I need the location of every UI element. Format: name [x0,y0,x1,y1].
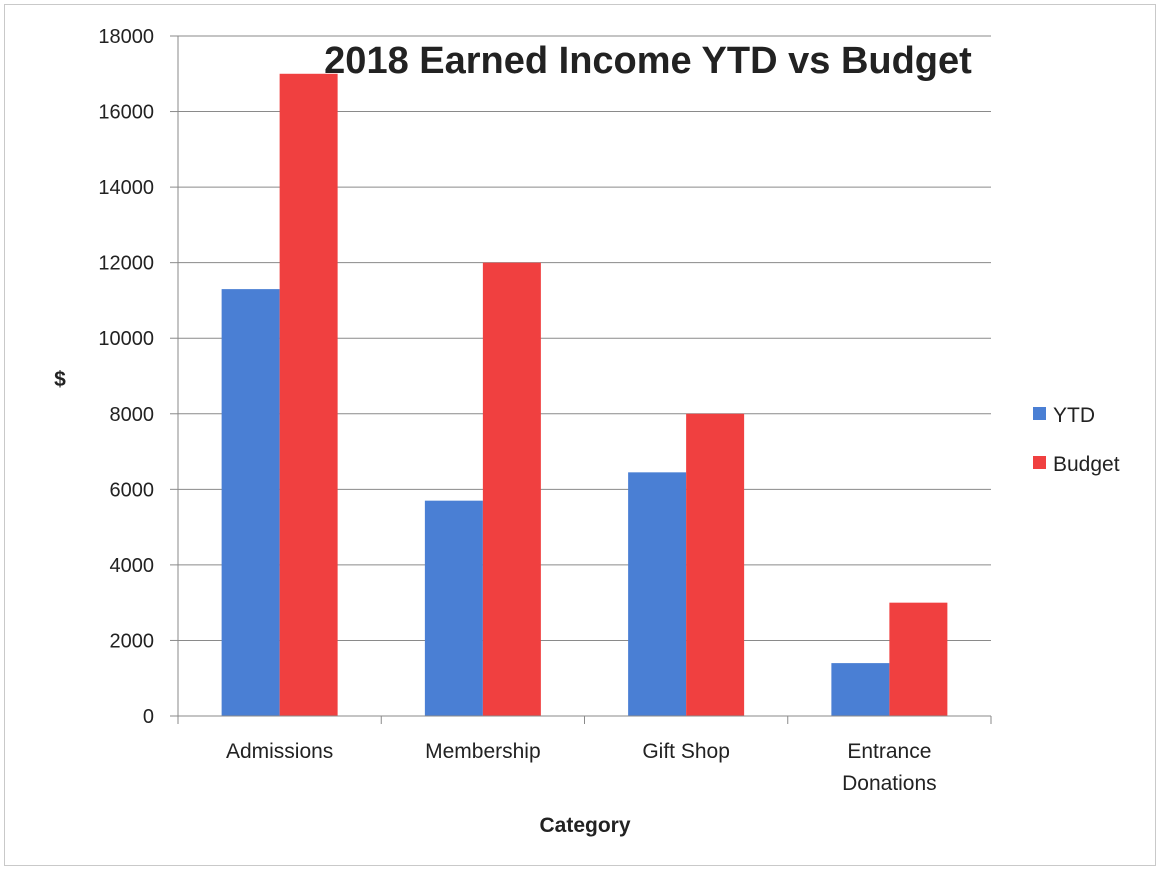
x-tick-label: Entrance Donations [842,740,937,795]
x-tick-label-line: Donations [842,772,937,795]
x-tick-label: Gift Shop [642,740,730,763]
y-tick-labels: 0 2000 4000 6000 8000 10000 12000 14000 16000 180… [98,26,154,728]
legend-label-ytd: YTD [1053,404,1095,427]
bar-ytd [628,472,687,716]
x-tick-label-line: Admissions [226,740,333,763]
x-tick-label-line: Membership [425,740,541,763]
y-axis-label: $ [54,368,66,391]
bar-budget [686,413,745,716]
y-tick-label: 8000 [110,404,155,426]
x-tick-label-line: Gift Shop [642,740,730,763]
bar-budget [279,73,338,717]
bar-budget [482,262,541,716]
chart-title: 2018 Earned Income YTD vs Budget [324,40,972,82]
y-tick-label: 16000 [98,102,154,124]
legend-label-budget: Budget [1053,453,1120,476]
bar-ytd [221,289,280,716]
x-tick-label-line: Entrance [847,740,931,763]
y-tick-label: 4000 [110,555,155,577]
bar-budget [889,602,948,716]
y-tick-label: 18000 [98,26,154,48]
axes [170,35,992,724]
y-tick-label: 12000 [98,253,154,275]
chart-frame [4,4,1156,866]
legend-swatch-budget [1033,456,1046,469]
x-axis-label: Category [539,814,630,837]
bars [221,73,948,717]
bar-ytd [831,663,890,716]
y-tick-label: 2000 [110,630,155,652]
y-tick-label: 0 [143,706,154,728]
x-tick-label: Membership [425,740,541,763]
y-tick-label: 10000 [98,328,154,350]
x-tick-labels: Admissions Membership Gift Shop Entrance Don… [226,740,937,795]
x-tick-label: Admissions [226,740,333,763]
y-tick-label: 14000 [98,177,154,199]
legend-swatch-ytd [1033,407,1046,420]
bar-ytd [424,500,483,716]
legend: YTD Budget [1033,404,1120,476]
y-tick-label: 6000 [110,479,155,501]
